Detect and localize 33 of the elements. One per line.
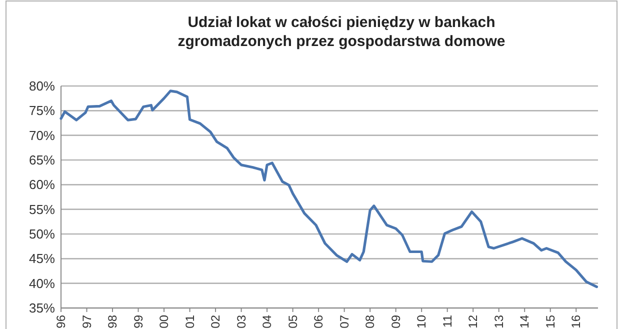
x-tick-label: 01	[182, 314, 197, 328]
x-tick-label: 11	[440, 314, 454, 328]
x-tick-label: 09	[388, 314, 403, 328]
y-tick-label: 80%	[28, 78, 56, 94]
x-tick-label: 02	[208, 314, 223, 328]
x-tick-label: 96	[54, 314, 68, 328]
x-tick-label: 00	[157, 314, 172, 328]
x-tick-label: 99	[131, 314, 146, 328]
x-tick-label: 05	[286, 314, 300, 328]
x-tick-label: 08	[363, 314, 378, 328]
y-tick-label: 65%	[28, 152, 56, 168]
x-tick-label: 04	[260, 314, 274, 328]
x-tick-label: 03	[234, 314, 248, 328]
line-series	[60, 90, 598, 288]
x-tick-label: 13	[492, 314, 506, 328]
y-tick-label: 70%	[28, 128, 56, 143]
x-tick-label: 16	[569, 314, 584, 328]
y-tick-label: 55%	[28, 202, 56, 217]
y-tick-label: 60%	[28, 177, 56, 192]
x-tick-label: 98	[106, 314, 120, 328]
x-tick-label: 15	[543, 314, 558, 328]
x-tick-label: 14	[518, 314, 532, 328]
y-tick-label: 40%	[28, 276, 56, 291]
chart-title: Udział lokat w całości pieniędzy w bankach zgromadzonych przez gospodarstwa domowe	[178, 14, 506, 50]
y-tick-label: 45%	[28, 251, 56, 266]
x-tick-label: 10	[414, 314, 429, 328]
x-tick-label: 12	[466, 314, 480, 328]
x-tick-label: 06	[312, 314, 326, 328]
x-tick-label: 97	[80, 314, 94, 328]
y-tick-label: 75%	[28, 103, 56, 118]
y-tick-label: 50%	[28, 226, 56, 242]
y-tick-label: 35%	[28, 300, 56, 316]
x-tick-label: 07	[337, 314, 352, 328]
